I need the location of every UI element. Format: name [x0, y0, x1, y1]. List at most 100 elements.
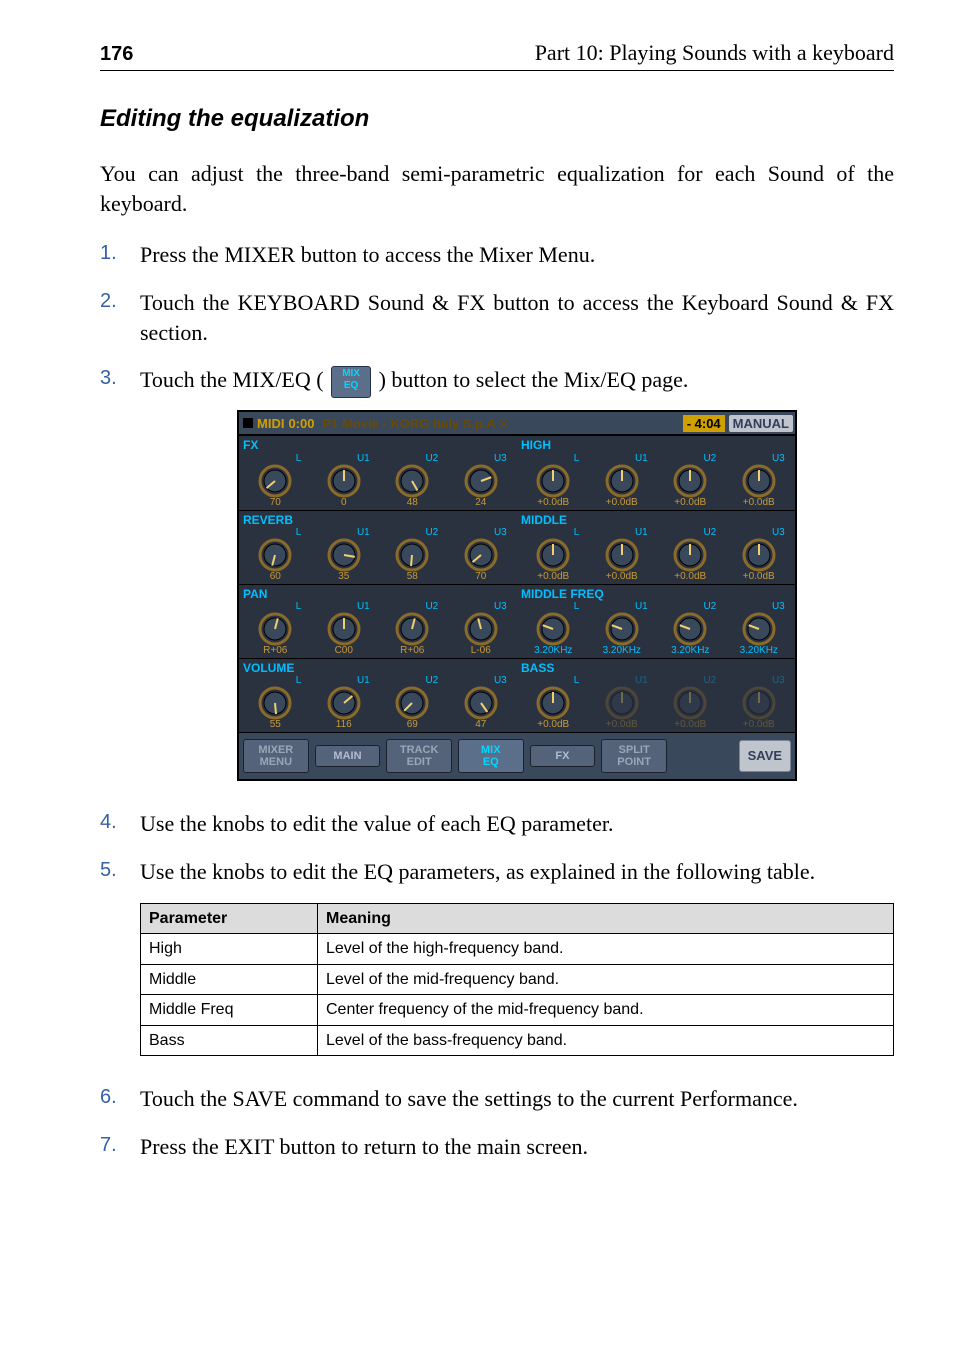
- knob-slot-label: U3: [451, 676, 511, 686]
- fx-button[interactable]: FX: [530, 745, 596, 767]
- knob-slot-label: U2: [382, 602, 442, 612]
- knob-slot-label: U1: [592, 602, 652, 612]
- knob[interactable]: L 70: [245, 454, 305, 508]
- table-cell: Level of the high-frequency band.: [318, 934, 894, 965]
- mixer-menu-button[interactable]: MIXER MENU: [243, 739, 309, 773]
- step-6: Touch the SAVE command to save the setti…: [100, 1084, 894, 1114]
- step-3-text-b: ) button to select the Mix/EQ page.: [379, 367, 689, 392]
- knob[interactable]: L 60: [245, 528, 305, 582]
- knob-value: R+06: [245, 646, 305, 656]
- knob-slot-label: U2: [382, 528, 442, 538]
- table-row: HighLevel of the high-frequency band.: [141, 934, 894, 965]
- save-button[interactable]: SAVE: [739, 740, 791, 772]
- knob[interactable]: L +0.0dB: [523, 676, 583, 730]
- step-7: Press the EXIT button to return to the m…: [100, 1132, 894, 1162]
- knob[interactable]: L R+06: [245, 602, 305, 656]
- knob-value: 24: [451, 498, 511, 508]
- knob-slot-label: L: [523, 528, 583, 538]
- knob[interactable]: U3 +0.0dB: [729, 454, 789, 508]
- knob[interactable]: U2 3.20KHz: [660, 602, 720, 656]
- track-edit-button[interactable]: TRACK EDIT: [386, 739, 452, 773]
- knob-value: C00: [314, 646, 374, 656]
- step-3: Touch the MIX/EQ ( ) button to select th…: [100, 365, 894, 781]
- knob[interactable]: U1 35: [314, 528, 374, 582]
- knob[interactable]: L +0.0dB: [523, 454, 583, 508]
- knob[interactable]: U3 24: [451, 454, 511, 508]
- knob[interactable]: U2 58: [382, 528, 442, 582]
- knob[interactable]: U1 3.20KHz: [592, 602, 652, 656]
- knob-slot-label: U2: [660, 528, 720, 538]
- mix-eq-icon: [331, 366, 371, 398]
- knob-value: 70: [245, 498, 305, 508]
- knob-value: +0.0dB: [592, 572, 652, 582]
- lcd-topbar: MIDI 0:00 P1 Movie - KORG Italy S.p.A © …: [239, 412, 795, 435]
- knob-value: 70: [451, 572, 511, 582]
- knob[interactable]: U1 +0.0dB: [592, 528, 652, 582]
- knob[interactable]: L 55: [245, 676, 305, 730]
- knob-slot-label: U3: [451, 454, 511, 464]
- knob-value: +0.0dB: [592, 720, 652, 730]
- knob-slot-label: L: [245, 676, 305, 686]
- knob-slot-label: U2: [660, 454, 720, 464]
- knob-value: L-06: [451, 646, 511, 656]
- table-cell: Center frequency of the mid-frequency ba…: [318, 995, 894, 1026]
- knob[interactable]: U1 0: [314, 454, 374, 508]
- knob-slot-label: U1: [592, 454, 652, 464]
- knob[interactable]: U3 47: [451, 676, 511, 730]
- table-row: MiddleLevel of the mid-frequency band.: [141, 964, 894, 995]
- knob-slot-label: U3: [729, 602, 789, 612]
- mix-eq-button[interactable]: MIX EQ: [458, 739, 524, 773]
- step-5: Use the knobs to edit the EQ parameters,…: [100, 857, 894, 1057]
- knob[interactable]: U1 +0.0dB: [592, 676, 652, 730]
- table-cell: Middle: [141, 964, 318, 995]
- knob-value: +0.0dB: [523, 498, 583, 508]
- knob[interactable]: U3 70: [451, 528, 511, 582]
- knob-value: +0.0dB: [660, 720, 720, 730]
- knob-value: 48: [382, 498, 442, 508]
- knob[interactable]: U3 +0.0dB: [729, 676, 789, 730]
- knob[interactable]: U3 3.20KHz: [729, 602, 789, 656]
- knob[interactable]: L 3.20KHz: [523, 602, 583, 656]
- knob[interactable]: U2 +0.0dB: [660, 454, 720, 508]
- knob-slot-label: U3: [729, 454, 789, 464]
- step-2: Touch the KEYBOARD Sound & FX button to …: [100, 288, 894, 347]
- parameter-table: Parameter Meaning HighLevel of the high-…: [140, 903, 894, 1057]
- main-button[interactable]: MAIN: [315, 745, 381, 767]
- lcd-section-title: REVERB: [239, 511, 517, 528]
- knob-value: +0.0dB: [729, 498, 789, 508]
- knob[interactable]: U2 +0.0dB: [660, 676, 720, 730]
- table-cell: Middle Freq: [141, 995, 318, 1026]
- lcd-screenshot: MIDI 0:00 P1 Movie - KORG Italy S.p.A © …: [237, 410, 797, 781]
- knob[interactable]: U2 R+06: [382, 602, 442, 656]
- knob-value: 3.20KHz: [660, 646, 720, 656]
- step-1: Press the MIXER button to access the Mix…: [100, 240, 894, 270]
- step-5-text: Use the knobs to edit the EQ parameters,…: [140, 859, 815, 884]
- table-cell: High: [141, 934, 318, 965]
- knob[interactable]: U2 +0.0dB: [660, 528, 720, 582]
- knob-slot-label: L: [245, 602, 305, 612]
- table-row: BassLevel of the bass-frequency band.: [141, 1025, 894, 1056]
- knob-slot-label: U2: [382, 454, 442, 464]
- knob-value: 3.20KHz: [592, 646, 652, 656]
- knob[interactable]: L +0.0dB: [523, 528, 583, 582]
- lcd-section-title: PAN: [239, 585, 517, 602]
- knob-slot-label: U1: [314, 676, 374, 686]
- knob-value: R+06: [382, 646, 442, 656]
- section-heading: Editing the equalization: [100, 105, 894, 133]
- knob[interactable]: U3 L-06: [451, 602, 511, 656]
- knob[interactable]: U1 +0.0dB: [592, 454, 652, 508]
- knob[interactable]: U3 +0.0dB: [729, 528, 789, 582]
- knob-slot-label: L: [523, 676, 583, 686]
- knob-slot-label: U3: [729, 528, 789, 538]
- time-left: 0:00: [288, 415, 314, 433]
- knob[interactable]: U2 69: [382, 676, 442, 730]
- knob[interactable]: U1 C00: [314, 602, 374, 656]
- knob[interactable]: U2 48: [382, 454, 442, 508]
- split-point-button[interactable]: SPLIT POINT: [601, 739, 667, 773]
- knob-value: 55: [245, 720, 305, 730]
- knob-value: +0.0dB: [523, 572, 583, 582]
- knob[interactable]: U1 116: [314, 676, 374, 730]
- manual-badge[interactable]: MANUAL: [729, 415, 793, 433]
- knob-value: +0.0dB: [523, 720, 583, 730]
- knob-slot-label: U2: [382, 676, 442, 686]
